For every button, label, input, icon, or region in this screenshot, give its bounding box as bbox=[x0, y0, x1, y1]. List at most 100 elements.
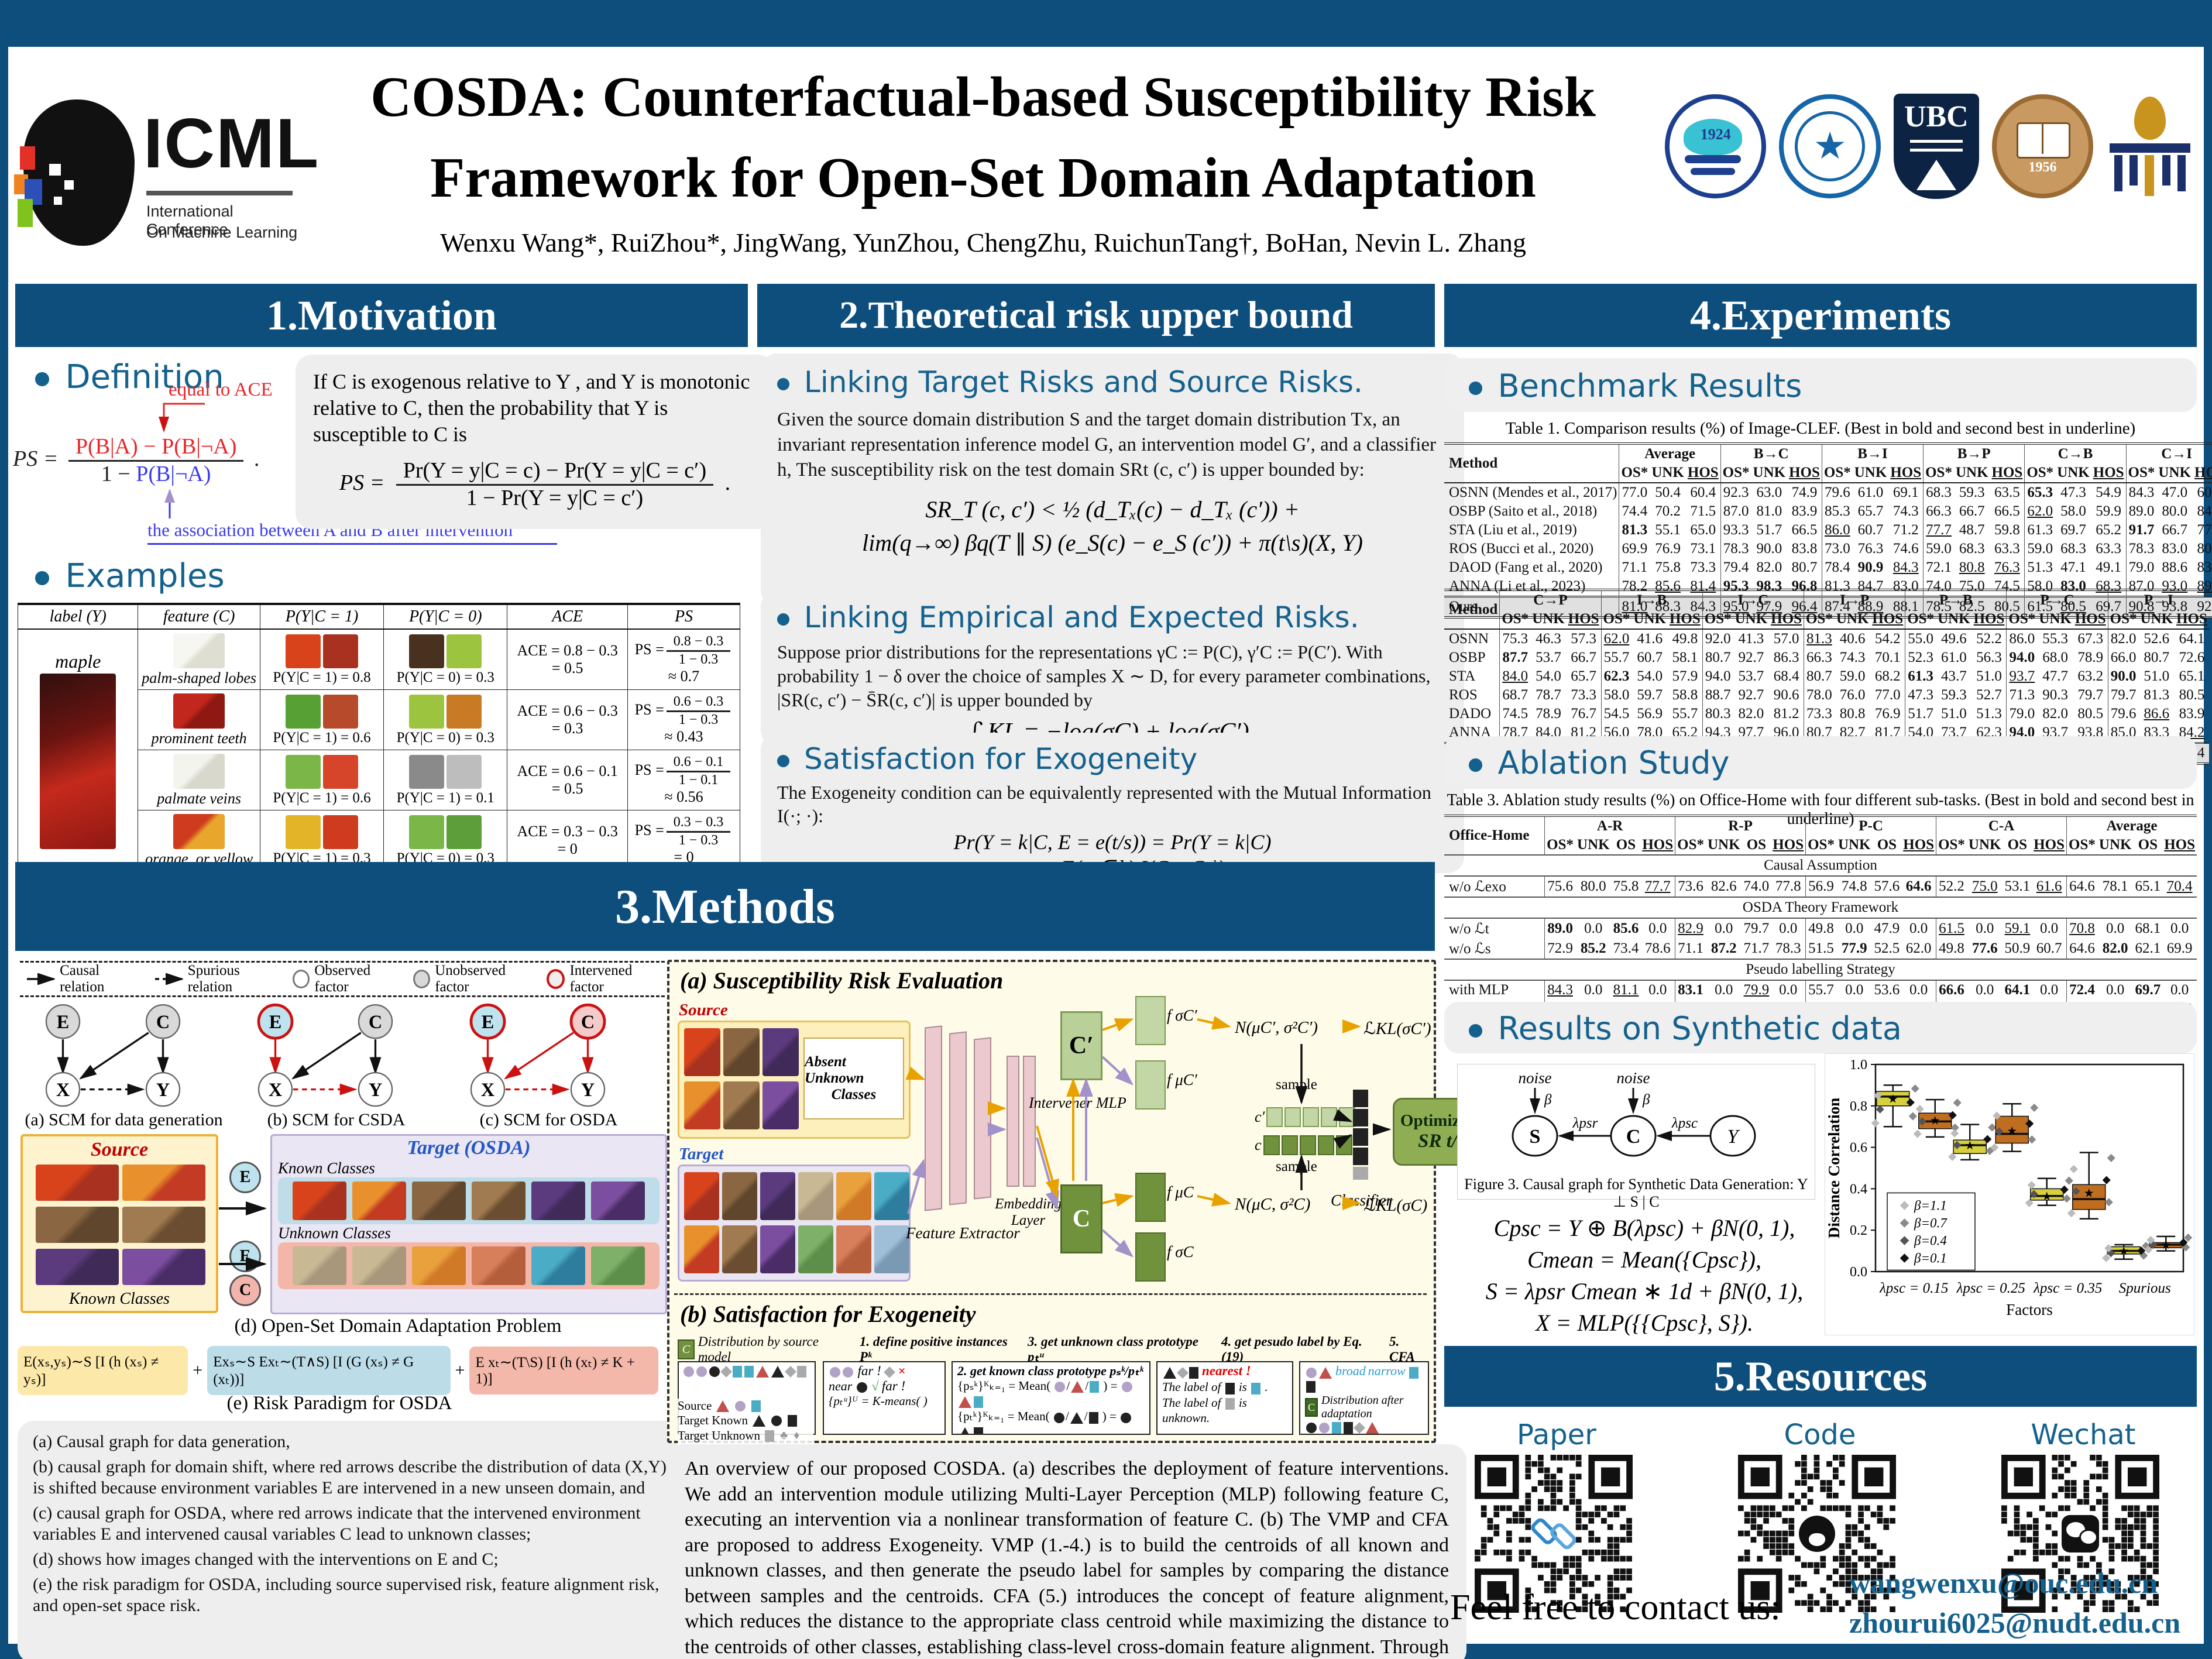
feature-extractor-label: Feature Extractor bbox=[906, 1224, 1020, 1242]
image-tile bbox=[409, 755, 445, 789]
svg-text:β=0.7: β=0.7 bbox=[1914, 1215, 1947, 1230]
table-row: DAOD (Fang et al., 2020) 71.1 75.8 73.3 79.4… bbox=[1444, 558, 2212, 577]
panel-b-steps: C Distribution by source model 1. define p… bbox=[678, 1334, 1427, 1365]
arrow-e2 bbox=[219, 1257, 267, 1271]
theory-t2: Suppose prior distributions for the repr… bbox=[777, 641, 1431, 710]
university-logo-hkust bbox=[2106, 97, 2192, 196]
svg-text:S: S bbox=[1530, 1126, 1541, 1148]
legend-item: Unobserved factor bbox=[413, 963, 531, 995]
theory-f3a: Pr(Y = k|C, E = e(t/s)) = Pr(Y = k|C) bbox=[953, 830, 1272, 854]
svg-text:λpsc = 0.25: λpsc = 0.25 bbox=[1956, 1280, 2025, 1296]
table-row: with MLP 84.3 0.0 81.1 0.0 83.1 0.0 79.9 0.0 55.7… bbox=[1444, 980, 2197, 999]
methods-overview-text: An overview of our proposed COSDA. (a) d… bbox=[685, 1458, 1449, 1658]
svg-text:Y: Y bbox=[1727, 1126, 1740, 1148]
image-tile bbox=[760, 1172, 795, 1220]
target-known-label: Known Classes bbox=[278, 1159, 375, 1177]
svg-text:Distance Correlation: Distance Correlation bbox=[1825, 1098, 1843, 1238]
definition-heading: Definition bbox=[35, 358, 224, 396]
pseudo-label-panel: nearest ! The label of is . The label of… bbox=[1156, 1361, 1293, 1435]
methods-overview-box: An overview of our proposed COSDA. (a) d… bbox=[667, 1444, 1466, 1659]
svg-text:E: E bbox=[481, 1011, 494, 1032]
example-row: palmate veins P(Y|C = 1) = 0.6 P(Y|C = 1) … bbox=[18, 750, 740, 810]
image-tile bbox=[293, 1246, 346, 1285]
image-tile bbox=[874, 1172, 909, 1220]
theory-f1a: SR_T (c, c′) < ½ (d_Tₓ(c) − d_Tₓ (c′)) + bbox=[925, 496, 1300, 523]
caption-line: (a) Causal graph for data generation, bbox=[33, 1432, 290, 1451]
methods-diagram-panel: (a) Susceptibility Risk Evaluation Sourc… bbox=[667, 960, 1490, 1459]
n-cprime-label: N(μC′, σ²C′) bbox=[1235, 1018, 1318, 1037]
section-header-resources: 5.Resources bbox=[1444, 1346, 2197, 1407]
intervener-mlp-label: Intervener MLP bbox=[1029, 1094, 1126, 1111]
scm-a: E C X Y (a) SCM for data generation bbox=[18, 996, 230, 1131]
annotation-equal-to-ace: equal to ACE bbox=[169, 379, 273, 400]
legend-item: Spurious relation bbox=[154, 963, 240, 995]
svg-text:X: X bbox=[480, 1079, 494, 1100]
svg-text:★: ★ bbox=[1930, 1115, 1940, 1128]
sample-label-top: sample bbox=[1276, 1077, 1317, 1093]
red-arrow bbox=[159, 403, 205, 432]
icml-pixel-w1 bbox=[49, 164, 61, 176]
image-tile bbox=[836, 1225, 871, 1273]
poster-title-line2: Framework for Open-Set Domain Adaptation bbox=[430, 146, 1536, 209]
maple-photo bbox=[40, 673, 116, 849]
absent-unknown-box: Absent Unknown Classes bbox=[803, 1038, 904, 1119]
svg-text:0.6: 0.6 bbox=[1850, 1141, 1867, 1156]
icml-pixel-green bbox=[18, 199, 33, 227]
figure3-box: noise β noise β λpsr λpsc S C Y Figure 3… bbox=[1457, 1064, 1815, 1210]
target-unknown-label: Unknown Classes bbox=[278, 1224, 391, 1242]
image-tile bbox=[36, 1249, 119, 1285]
image-tile bbox=[409, 815, 445, 849]
svg-text:Factors: Factors bbox=[2006, 1301, 2052, 1318]
svg-text:X: X bbox=[56, 1079, 69, 1100]
c-vector: c bbox=[1255, 1135, 1352, 1155]
caption-line: (b) causal graph for domain shift, where… bbox=[33, 1457, 667, 1498]
svg-text:C: C bbox=[1626, 1126, 1641, 1148]
section-header-theory: 2.Theoretical risk upper bound bbox=[757, 284, 1435, 347]
f-mu-cprime-label: f μC′ bbox=[1167, 1071, 1197, 1088]
table3: Office-Home A-R R-P P-C C-A Average OS* UNK OS HO… bbox=[1444, 815, 2197, 1041]
table-row: w/o ℒexo 75.6 80.0 75.8 77.7 73.6 82.6 74.0 77.8… bbox=[1444, 876, 2197, 897]
methods-caption-box: (a) Causal graph for data generation, (b)… bbox=[18, 1421, 685, 1659]
image-tile bbox=[286, 755, 321, 789]
image-tile bbox=[722, 1225, 757, 1273]
table-row: STA 84.0 54.0 65.7 62.3 54.0 57.9 94.0 53.7 68.4 8… bbox=[1444, 667, 2209, 686]
n-c-label: N(μC, σ²C) bbox=[1235, 1195, 1311, 1214]
image-tile bbox=[352, 1181, 406, 1220]
svg-text:Spurious: Spurious bbox=[2119, 1280, 2171, 1296]
pa-target-box bbox=[678, 1165, 911, 1282]
university-logos: 1924 ★ UBC 1956 bbox=[1665, 88, 2192, 205]
feature-extractor-layer2 bbox=[949, 1031, 967, 1205]
image-tile bbox=[472, 1246, 525, 1285]
source-title: Source bbox=[90, 1139, 149, 1160]
plus-1: + bbox=[193, 1361, 203, 1380]
svg-text:λpsc: λpsc bbox=[1671, 1115, 1698, 1131]
hkbu-year: 1956 bbox=[2028, 160, 2057, 175]
section-header-experiments: 4.Experiments bbox=[1444, 284, 2197, 347]
table-row: ROS 68.7 78.7 73.3 58.0 59.7 58.8 88.7 92.7 90.6 7… bbox=[1444, 686, 2209, 705]
image-tile bbox=[762, 1081, 799, 1129]
qr-code-github bbox=[1738, 1455, 1896, 1613]
image-tile bbox=[323, 815, 359, 849]
image-tile bbox=[409, 695, 445, 729]
blue-arrow bbox=[164, 489, 175, 518]
scm-c: E C X Y (c) SCM for OSDA bbox=[442, 996, 655, 1131]
f-sigma-cprime-block bbox=[1135, 996, 1166, 1045]
ps-formula-small: PS = P(B|A) − P(B|¬A) 1 − P(B|¬A) . bbox=[13, 434, 260, 486]
image-tile bbox=[446, 815, 482, 849]
svg-text:λpsr: λpsr bbox=[1572, 1115, 1598, 1131]
image-tile bbox=[874, 1225, 909, 1273]
arrow-e1 bbox=[219, 1201, 267, 1215]
svg-text:C: C bbox=[581, 1011, 594, 1032]
university-logo-ubc: UBC bbox=[1893, 94, 1979, 199]
prototype-panel: 2. get known class prototype pₛᵏ/pₜᵏ {pₛ… bbox=[952, 1361, 1150, 1435]
table-row: OSBP (Saito et al., 2018) 74.4 70.2 71.5 87.… bbox=[1444, 502, 2212, 521]
f-sigma-cprime-label: f σC′ bbox=[1167, 1007, 1197, 1024]
target-title: Target (OSDA) bbox=[407, 1137, 531, 1159]
image-tile bbox=[286, 815, 321, 849]
svg-text:E: E bbox=[56, 1011, 69, 1032]
image-tile bbox=[446, 634, 482, 668]
image-tile bbox=[323, 634, 359, 668]
image-tile bbox=[722, 1172, 757, 1220]
scm-b-caption: (b) SCM for CSDA bbox=[267, 1110, 406, 1129]
risk-term-openset: E xₜ∼(T\S) [I (h (xₜ) ≠ K + 1)] bbox=[469, 1347, 658, 1394]
